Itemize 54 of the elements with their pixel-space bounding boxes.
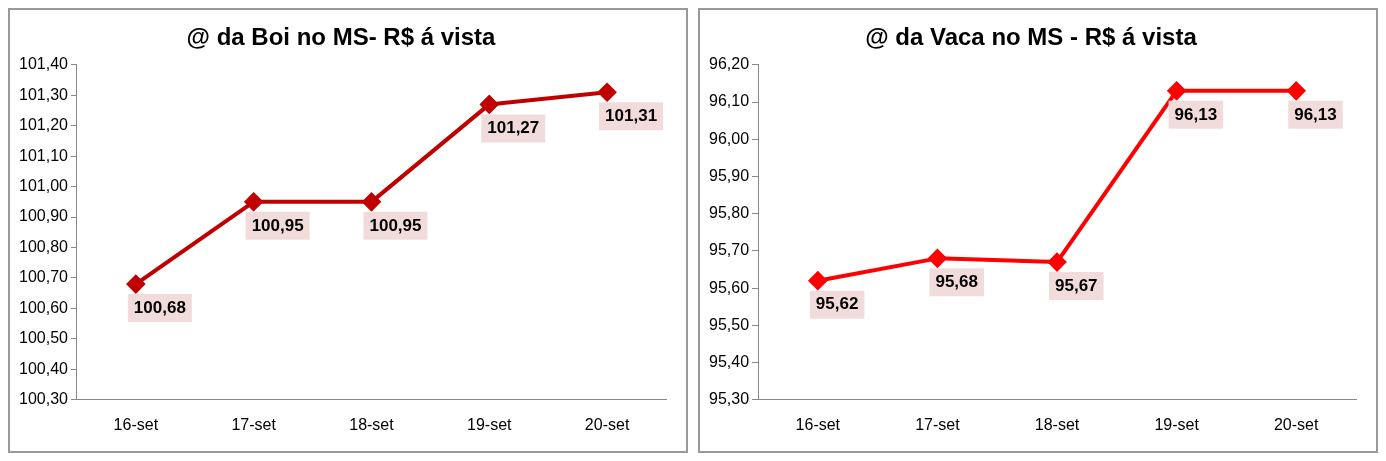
y-tick-label: 96,20 [708,55,750,73]
y-tick-label: 100,80 [19,237,69,255]
x-tick-label: 20-set [584,415,630,433]
y-tick-label: 96,10 [708,92,750,110]
y-tick-label: 101,40 [19,55,69,73]
point [1287,81,1306,100]
data-label: 96,13 [1174,104,1218,124]
x-tick-label: 17-set [915,415,961,433]
x-tick-label: 20-set [1273,415,1319,433]
y-tick-label: 100,30 [19,390,69,408]
x-tick-label: 18-set [1034,415,1080,433]
data-label: 101,27 [487,118,540,138]
x-tick-label: 19-set [1154,415,1200,433]
x-tick-label: 16-set [795,415,841,433]
point [126,275,145,294]
point [480,95,499,114]
y-tick-label: 95,80 [708,204,750,222]
point [808,271,827,290]
y-tick-label: 100,40 [19,359,69,377]
y-tick-label: 95,40 [708,352,750,370]
chart-title: @ da Vaca no MS - R$ á vista [865,23,1198,51]
point [362,192,381,211]
data-label: 95,62 [815,294,859,314]
data-label: 100,95 [251,215,304,235]
data-label: 100,95 [369,215,422,235]
y-tick-label: 101,30 [19,85,69,103]
point [244,192,263,211]
x-tick-label: 19-set [467,415,513,433]
y-tick-label: 100,70 [19,268,69,286]
point [1048,253,1067,272]
x-tick-label: 18-set [349,415,395,433]
y-tick-label: 101,20 [19,116,69,134]
chart-title: @ da Boi no MS- R$ á vista [186,23,497,51]
y-tick-label: 95,70 [708,241,750,259]
x-tick-label: 17-set [231,415,277,433]
data-label: 95,67 [1055,275,1098,295]
point [1167,81,1186,100]
y-tick-label: 95,50 [708,315,750,333]
y-tick-label: 101,00 [19,177,69,195]
data-label: 101,31 [605,105,658,125]
data-label: 100,68 [133,297,186,317]
y-tick-label: 96,00 [708,129,750,147]
data-label: 95,68 [935,272,978,292]
y-tick-label: 95,90 [708,166,750,184]
y-tick-label: 101,10 [19,146,69,164]
y-tick-label: 100,60 [19,298,69,316]
y-tick-label: 95,60 [708,278,750,296]
y-tick-label: 95,30 [708,390,750,408]
point [928,249,947,268]
y-tick-label: 100,90 [19,207,69,225]
data-label: 96,13 [1294,104,1337,124]
y-tick-label: 100,50 [19,329,69,347]
point [598,83,617,102]
x-tick-label: 16-set [113,415,159,433]
